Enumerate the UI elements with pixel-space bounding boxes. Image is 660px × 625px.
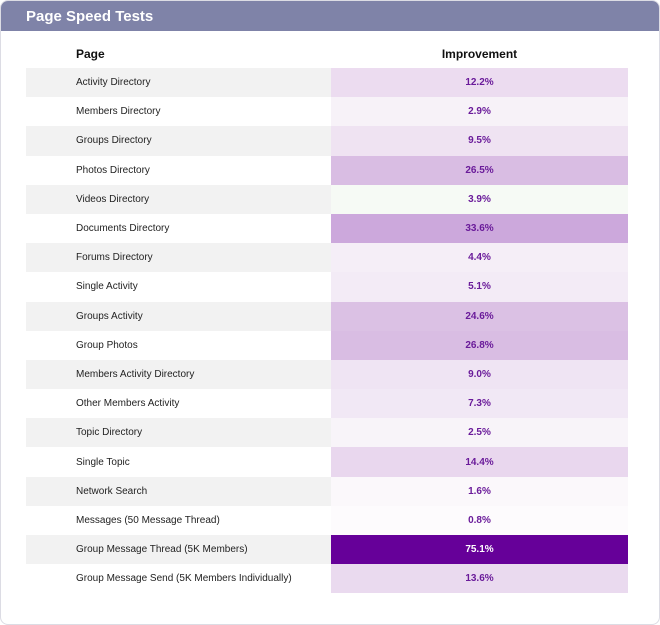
- improvement-cell: 2.5%: [331, 418, 628, 448]
- improvement-cell: 9.0%: [331, 359, 628, 390]
- improvement-cell: 4.4%: [331, 243, 628, 273]
- table-row: Group Message Thread (5K Members) 75.1%: [26, 535, 628, 565]
- page-cell: Network Search: [26, 476, 331, 506]
- improvement-cell: 2.9%: [331, 97, 628, 127]
- page-cell: Groups Activity: [26, 301, 331, 331]
- improvement-cell: 9.5%: [331, 126, 628, 156]
- page-cell: Groups Directory: [26, 126, 331, 156]
- page-cell: Activity Directory: [26, 68, 331, 98]
- improvement-cell: 33.6%: [331, 213, 628, 244]
- table-row: Other Members Activity 7.3%: [26, 389, 628, 419]
- page-cell: Documents Directory: [26, 213, 331, 244]
- table-row: Group Message Send (5K Members Individua…: [26, 564, 628, 594]
- page-cell: Group Message Send (5K Members Individua…: [26, 564, 331, 594]
- table-row: Single Activity 5.1%: [26, 272, 628, 302]
- improvement-cell: 5.1%: [331, 272, 628, 302]
- page-cell: Topic Directory: [26, 418, 331, 448]
- improvement-cell: 26.5%: [331, 155, 628, 185]
- page-cell: Single Topic: [26, 447, 331, 477]
- improvement-cell: 3.9%: [331, 184, 628, 214]
- table-row: Groups Activity 24.6%: [26, 301, 628, 331]
- improvement-cell: 26.8%: [331, 330, 628, 360]
- page-cell: Videos Directory: [26, 184, 331, 214]
- title-bar: Page Speed Tests: [1, 1, 659, 31]
- table-row: Members Directory 2.9%: [26, 97, 628, 127]
- page-cell: Members Directory: [26, 97, 331, 127]
- page-cell: Single Activity: [26, 272, 331, 302]
- column-header: Improvement: [441, 46, 518, 61]
- improvement-cell: 7.3%: [331, 389, 628, 419]
- improvement-cell: 1.6%: [331, 476, 628, 506]
- table-row: Videos Directory 3.9%: [26, 184, 628, 214]
- table-row: Photos Directory 26.5%: [26, 155, 628, 185]
- improvement-cell: 75.1%: [331, 535, 628, 565]
- improvement-cell: 13.6%: [331, 564, 628, 594]
- table-row: Groups Directory 9.5%: [26, 126, 628, 156]
- table-row: Documents Directory 33.6%: [26, 213, 628, 244]
- improvement-cell: 14.4%: [331, 447, 628, 477]
- table-row: Forums Directory 4.4%: [26, 243, 628, 273]
- title: Page Speed Tests: [26, 8, 154, 25]
- page-cell: Members Activity Directory: [26, 359, 331, 390]
- page-cell: Messages (50 Message Thread): [26, 505, 331, 535]
- table: Page Improvement Activity Directory 12.2%…: [26, 39, 628, 594]
- table-row: Messages (50 Message Thread) 0.8%: [26, 505, 628, 535]
- page-cell: Other Members Activity: [26, 389, 331, 419]
- page-cell: Forums Directory: [26, 243, 331, 273]
- header-row: Page Improvement: [26, 39, 628, 68]
- table-row: Members Activity Directory 9.0%: [26, 359, 628, 390]
- page-cell: Group Message Thread (5K Members): [26, 535, 331, 565]
- page-cell: Group Photos: [26, 330, 331, 360]
- table-row: Network Search 1.6%: [26, 476, 628, 506]
- table-row: Topic Directory 2.5%: [26, 418, 628, 448]
- improvement-cell: 12.2%: [331, 68, 628, 98]
- improvement-cell: 0.8%: [331, 505, 628, 535]
- page-cell: Photos Directory: [26, 155, 331, 185]
- table-row: Single Topic 14.4%: [26, 447, 628, 477]
- improvement-cell: 24.6%: [331, 301, 628, 331]
- table-row: Activity Directory 12.2%: [26, 68, 628, 98]
- table-row: Group Photos 26.8%: [26, 330, 628, 360]
- column-header: Page: [76, 46, 105, 61]
